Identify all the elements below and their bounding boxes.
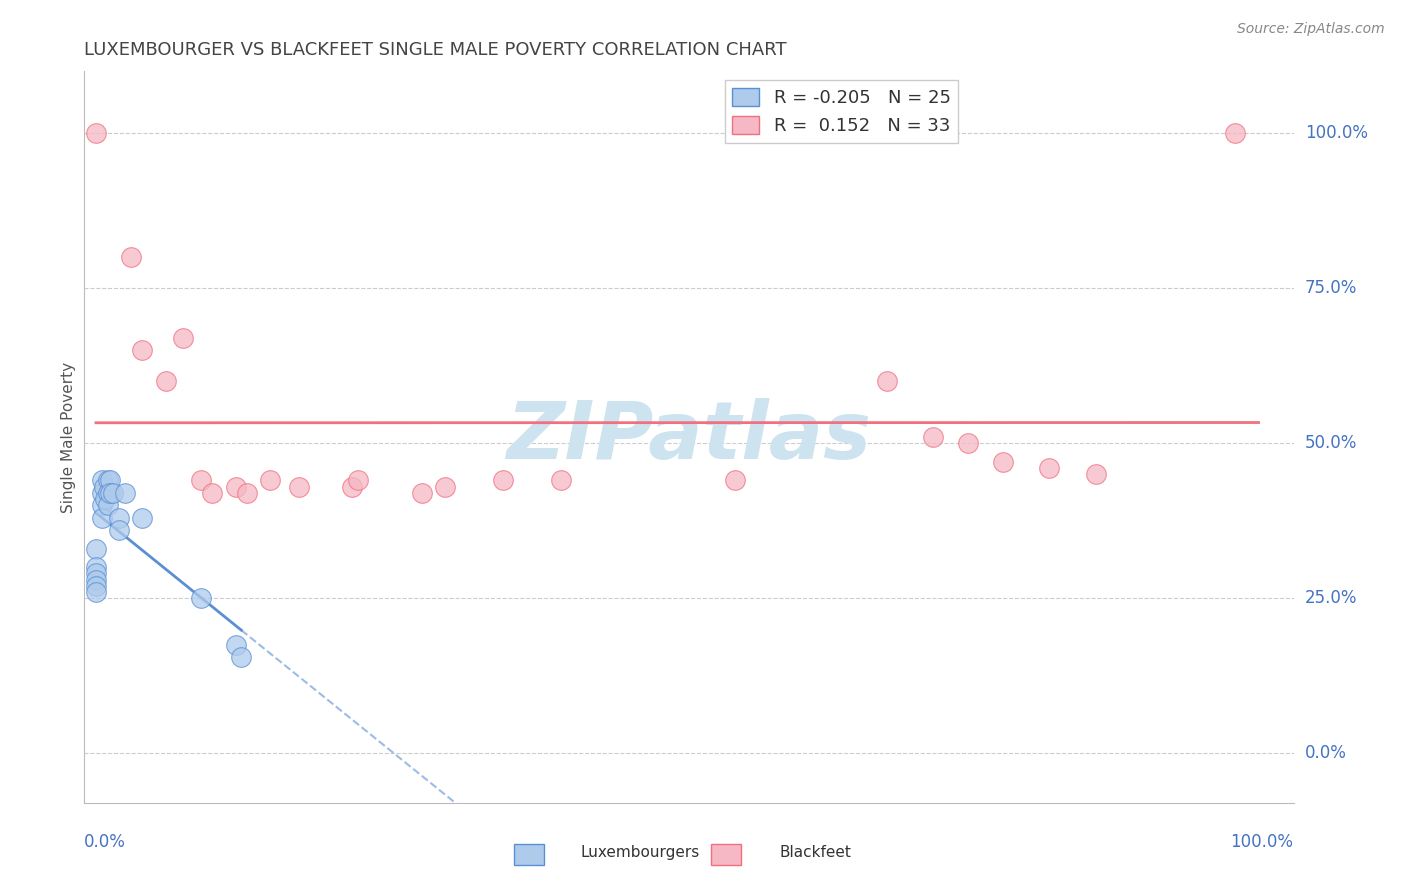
Legend: R = -0.205   N = 25, R =  0.152   N = 33: R = -0.205 N = 25, R = 0.152 N = 33 (725, 80, 957, 143)
Text: 100.0%: 100.0% (1230, 833, 1294, 851)
Point (90, 510, 112, 524)
Point (84, 541, 107, 556)
Point (724, 474, 747, 488)
Point (131, 510, 153, 524)
Point (1038, 461, 1060, 475)
Text: 50.0%: 50.0% (1305, 434, 1357, 452)
Point (120, 250, 142, 264)
Point (84, 585, 107, 599)
Y-axis label: Single Male Poverty: Single Male Poverty (60, 361, 76, 513)
Point (492, 474, 515, 488)
Point (190, 474, 212, 488)
Point (550, 474, 572, 488)
Point (340, 480, 363, 494)
Point (288, 480, 311, 494)
Point (201, 486, 224, 500)
Point (231, 650, 253, 665)
Point (84, 560, 107, 574)
Point (97, 474, 120, 488)
Point (172, 331, 194, 345)
Point (84, 566, 107, 581)
Point (225, 638, 247, 652)
Point (103, 486, 125, 500)
Point (131, 343, 153, 358)
Point (84, 126, 107, 140)
Point (991, 455, 1014, 469)
Text: Source: ZipAtlas.com: Source: ZipAtlas.com (1237, 22, 1385, 37)
Point (190, 591, 212, 606)
Text: 100.0%: 100.0% (1305, 124, 1368, 143)
Point (97, 498, 120, 512)
Point (108, 510, 131, 524)
Point (93, 480, 115, 494)
Point (108, 523, 131, 537)
Point (956, 436, 979, 450)
Text: 0.0%: 0.0% (84, 833, 127, 851)
Text: 25.0%: 25.0% (1305, 590, 1357, 607)
Point (876, 374, 898, 388)
Text: LUXEMBOURGER VS BLACKFEET SINGLE MALE POVERTY CORRELATION CHART: LUXEMBOURGER VS BLACKFEET SINGLE MALE PO… (84, 41, 787, 59)
Point (97, 486, 120, 500)
Point (225, 480, 247, 494)
Text: Blackfeet: Blackfeet (780, 845, 852, 860)
FancyBboxPatch shape (710, 845, 741, 865)
Point (1084, 467, 1107, 482)
Text: 0.0%: 0.0% (1305, 744, 1347, 762)
Point (155, 374, 177, 388)
Point (1225, 126, 1247, 140)
Point (433, 480, 456, 494)
Point (236, 486, 259, 500)
Point (94, 491, 117, 506)
Point (90, 498, 112, 512)
Text: 75.0%: 75.0% (1305, 279, 1357, 297)
Point (90, 474, 112, 488)
Point (98, 474, 121, 488)
Point (411, 486, 433, 500)
Point (922, 430, 945, 444)
Point (98, 486, 121, 500)
Text: Luxembourgers: Luxembourgers (581, 845, 699, 860)
FancyBboxPatch shape (513, 845, 544, 865)
Text: ZIPatlas: ZIPatlas (506, 398, 872, 476)
Point (114, 486, 136, 500)
Point (346, 474, 368, 488)
Point (84, 579, 107, 593)
Point (90, 486, 112, 500)
Point (259, 474, 281, 488)
Point (84, 573, 107, 587)
